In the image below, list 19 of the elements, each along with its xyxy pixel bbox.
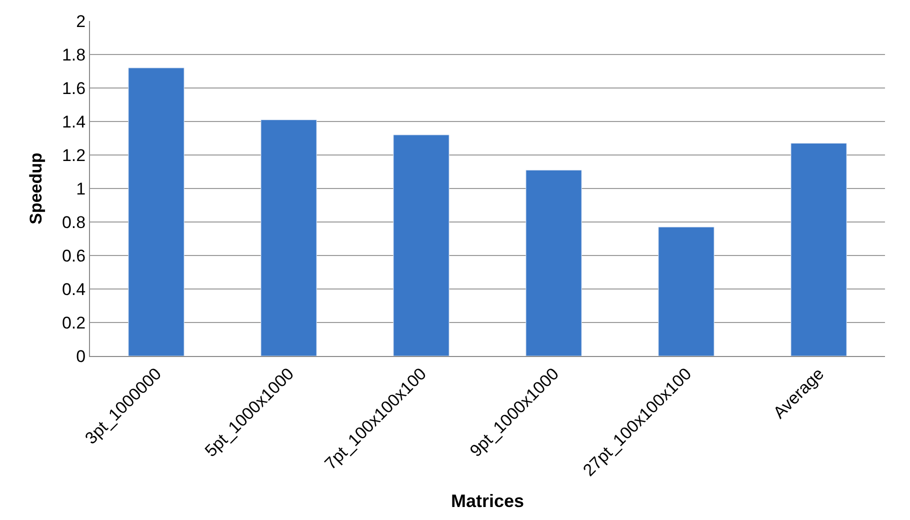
y-tick-label: 0.6 [62, 246, 86, 266]
y-tick-label: 0.2 [62, 313, 86, 332]
y-tick-label: 1.4 [62, 112, 86, 132]
bar [790, 143, 847, 356]
y-tick-label: 0.8 [62, 212, 86, 232]
y-tick-label: 2 [76, 12, 86, 31]
y-tick-label: 1.6 [62, 78, 86, 98]
y-tick-label: 1 [76, 179, 86, 198]
bar [128, 68, 184, 356]
y-tick-label: 1.8 [62, 45, 86, 64]
y-tick-label: 1.2 [62, 146, 86, 165]
y-axis-title: Speedup [26, 152, 46, 224]
bar [260, 120, 317, 356]
bar [393, 134, 450, 356]
y-tick-label: 0 [76, 346, 86, 366]
x-axis-title: Matrices [450, 491, 524, 512]
y-tick-label: 0.4 [62, 280, 86, 299]
bar [526, 170, 582, 356]
bar [658, 226, 714, 356]
